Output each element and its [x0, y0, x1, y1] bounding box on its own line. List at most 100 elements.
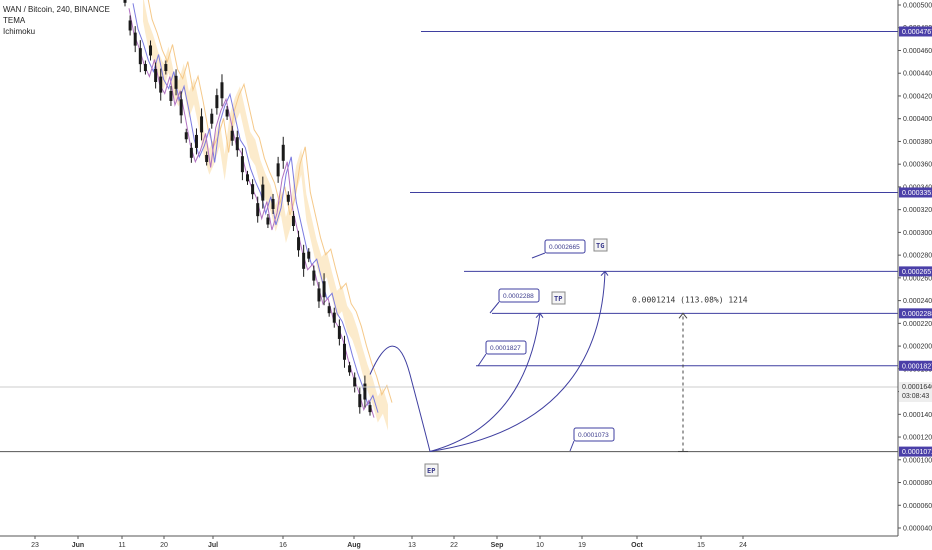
curve-to-tg	[429, 271, 606, 452]
x-tick-label: 20	[160, 542, 168, 549]
callout-leader	[531, 252, 546, 259]
level-price-label: 0.0001827	[902, 363, 932, 370]
candle-body	[256, 203, 260, 217]
x-tick-label: 19	[578, 542, 586, 549]
chart-legend: WAN / Bitcoin, 240, BINANCE TEMA Ichimok…	[3, 4, 110, 37]
candle-body	[297, 237, 301, 251]
candle-body	[189, 147, 193, 158]
candle-body	[220, 82, 224, 99]
x-tick-label: 22	[450, 542, 458, 549]
candle-body	[291, 216, 295, 227]
indicator-ichimoku-label[interactable]: Ichimoku	[3, 27, 36, 36]
candle-body	[368, 405, 372, 413]
candle-body	[169, 90, 173, 101]
candle-body	[266, 217, 270, 225]
arrow-tg	[600, 270, 609, 276]
symbol-title: WAN / Bitcoin, 240, BINANCE	[3, 5, 110, 14]
candle-body	[179, 99, 183, 116]
callout-box	[485, 340, 527, 355]
time-axis[interactable]: 23 Jun 11 20 Jul 16 Aug 13 22 Sep 10 19 Oct 15 24	[0, 535, 898, 549]
candle-body	[200, 116, 204, 133]
ichimoku-cloud	[143, 0, 393, 431]
tag-box	[593, 238, 608, 252]
candle-body	[302, 252, 306, 269]
candle-body	[174, 75, 178, 89]
kijun-line	[132, 3, 379, 413]
candle-body	[246, 174, 249, 182]
horizontal-levels	[0, 30, 898, 453]
callout-box	[573, 427, 615, 442]
cloud-span-line	[147, 0, 393, 403]
level-price-label: 0.0002657	[902, 269, 932, 276]
candle-body	[210, 113, 214, 124]
candle-body	[337, 325, 341, 339]
candle-body	[342, 343, 346, 360]
current-price-label: 0.0001640	[902, 384, 932, 391]
candle-body	[184, 132, 188, 140]
tag-box	[424, 463, 439, 477]
callout-box	[498, 288, 540, 303]
candle-body	[230, 130, 234, 141]
candle-body	[251, 184, 255, 195]
candle-body	[149, 45, 153, 56]
candle-body	[138, 48, 142, 65]
callout-box	[544, 239, 586, 254]
x-tick-label: 11	[118, 542, 125, 549]
candle-body	[276, 163, 280, 177]
callout-leader	[569, 440, 575, 452]
x-tick-label: 13	[408, 542, 416, 549]
candle-body	[205, 154, 209, 162]
callout-label: 0.0001073	[578, 432, 609, 439]
tag-label: TG	[596, 242, 604, 250]
price-axis[interactable]: 0.00050000.00048000.00046000.00044000.00…	[897, 0, 932, 536]
x-tick-label: Jul	[208, 542, 218, 549]
x-tick-label: Sep	[491, 542, 504, 549]
arrow-tp	[535, 312, 544, 319]
x-tick-label: 23	[31, 542, 39, 549]
candle-body	[215, 95, 219, 109]
x-tick-label: 15	[697, 542, 705, 549]
x-tick-label: Oct	[631, 542, 643, 549]
candle-body	[281, 144, 285, 161]
candle-body	[133, 32, 137, 46]
candle-body	[312, 270, 316, 281]
tag-label: EP	[427, 467, 435, 475]
countdown-label: 03:08:43	[902, 393, 929, 400]
current-price-box	[899, 382, 932, 403]
x-tick-label: Aug	[347, 542, 361, 549]
callout-label: 0.0002288	[503, 293, 534, 300]
level-price-box	[899, 360, 932, 371]
candle-body	[332, 312, 336, 323]
candle-body	[159, 76, 163, 93]
level-price-label: 0.0003351	[902, 190, 932, 197]
arc-projection	[369, 345, 431, 452]
x-tick-label: 24	[739, 542, 747, 549]
x-tick-label: Jun	[72, 542, 84, 549]
candle-body	[317, 288, 321, 302]
level-price-box	[899, 446, 932, 457]
candle-body	[286, 194, 290, 202]
callout-leader	[489, 301, 500, 314]
callout-leader	[477, 353, 487, 367]
level-price-box	[899, 187, 932, 198]
indicator-tema-label[interactable]: TEMA	[3, 16, 26, 25]
measure-label: 0.0001214 (113.08%) 1214	[632, 295, 748, 304]
candle-body	[225, 109, 229, 117]
measure-arrow	[678, 312, 688, 319]
level-price-label: 0.0002288	[902, 311, 932, 318]
